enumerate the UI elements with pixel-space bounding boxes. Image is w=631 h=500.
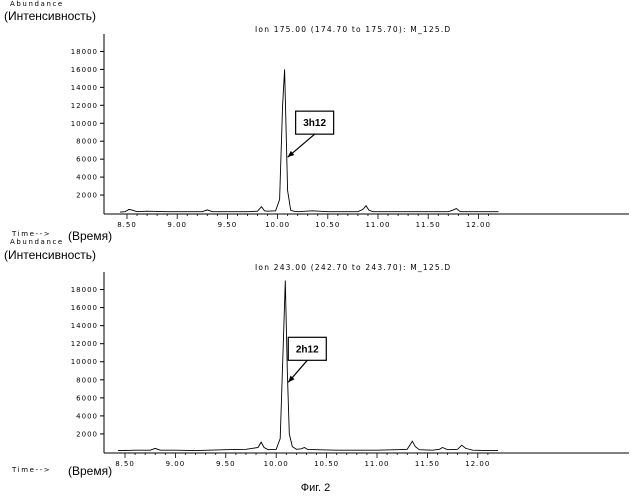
chart-2-x-tick-label: 11.50 <box>415 460 440 468</box>
chart-1: 2000 4000 6000 8000 10000 12000 14000 16000 1800… <box>0 0 631 240</box>
chart-2-x-tick-label: 12.00 <box>465 460 490 468</box>
chart-2-x-tick-label: 10.50 <box>314 460 339 468</box>
chart-2-y-tick-label: 10000 <box>71 358 98 366</box>
chart-2-x-tick-label: 9.50 <box>216 460 236 468</box>
chart-2-annotation-label: 2h12 <box>296 344 319 355</box>
chart-1-y-tick-label: 4000 <box>76 174 98 182</box>
chart-1-x-tick-label: 11.50 <box>416 221 441 229</box>
chart-2-xlabel-ru: (Время) <box>68 464 112 478</box>
chart-1-x-tick-label: 12.00 <box>466 221 491 229</box>
chart-1-x-tick-label: 9.50 <box>218 221 238 229</box>
chart-2: 2000 4000 6000 8000 10000 12000 14000 16000 1800… <box>0 240 631 480</box>
chart-1-y-tick-label: 10000 <box>71 120 98 128</box>
figure-caption: Фиг. 2 <box>0 482 631 494</box>
chart-1-y-tick-label: 8000 <box>76 138 98 146</box>
chart-2-x-tick-label: 10.00 <box>264 460 289 468</box>
chart-2-y-tick-label: 14000 <box>71 322 98 330</box>
chart-1-y-tick-label: 18000 <box>71 48 98 56</box>
chart-2-y-tick-label: 2000 <box>76 430 98 438</box>
chart-1-x-tick-label: 10.00 <box>265 221 290 229</box>
chart-2-y-tick-label: 16000 <box>71 304 98 312</box>
chart-1-x-tick-label: 8.50 <box>117 221 137 229</box>
chart-1-x-tick-label: 10.50 <box>315 221 340 229</box>
chart-2-x-tick-label: 8.50 <box>115 460 135 468</box>
chart-1-annotation-label: 3h12 <box>303 118 326 129</box>
chart-2-series-line <box>118 281 498 451</box>
chart-1-y-tick-label: 12000 <box>71 102 98 110</box>
chart-1-y-tick-label: 16000 <box>71 66 98 74</box>
chart-1-y-tick-label: 6000 <box>76 156 98 164</box>
chart-2-y-tick-label: 18000 <box>71 286 98 294</box>
chart-1-x-tick-label: 11.00 <box>365 221 390 229</box>
chart-1-xlabel-en: Time--> <box>12 230 51 238</box>
chart-2-x-tick-label: 9.00 <box>166 460 186 468</box>
chart-2-y-tick-label: 12000 <box>71 340 98 348</box>
chart-2-y-tick-label: 4000 <box>76 412 98 420</box>
chart-2-y-tick-label: 8000 <box>76 376 98 384</box>
chart-2-y-tick-label: 6000 <box>76 394 98 402</box>
chart-1-series-line <box>120 69 499 212</box>
chart-2-x-tick-label: 11.00 <box>364 460 389 468</box>
chart-1-y-tick-label: 14000 <box>71 84 98 92</box>
chart-1-x-tick-label: 9.00 <box>167 221 187 229</box>
chart-2-xlabel-en: Time--> <box>12 466 51 474</box>
chart-1-y-tick-label: 2000 <box>76 192 98 200</box>
